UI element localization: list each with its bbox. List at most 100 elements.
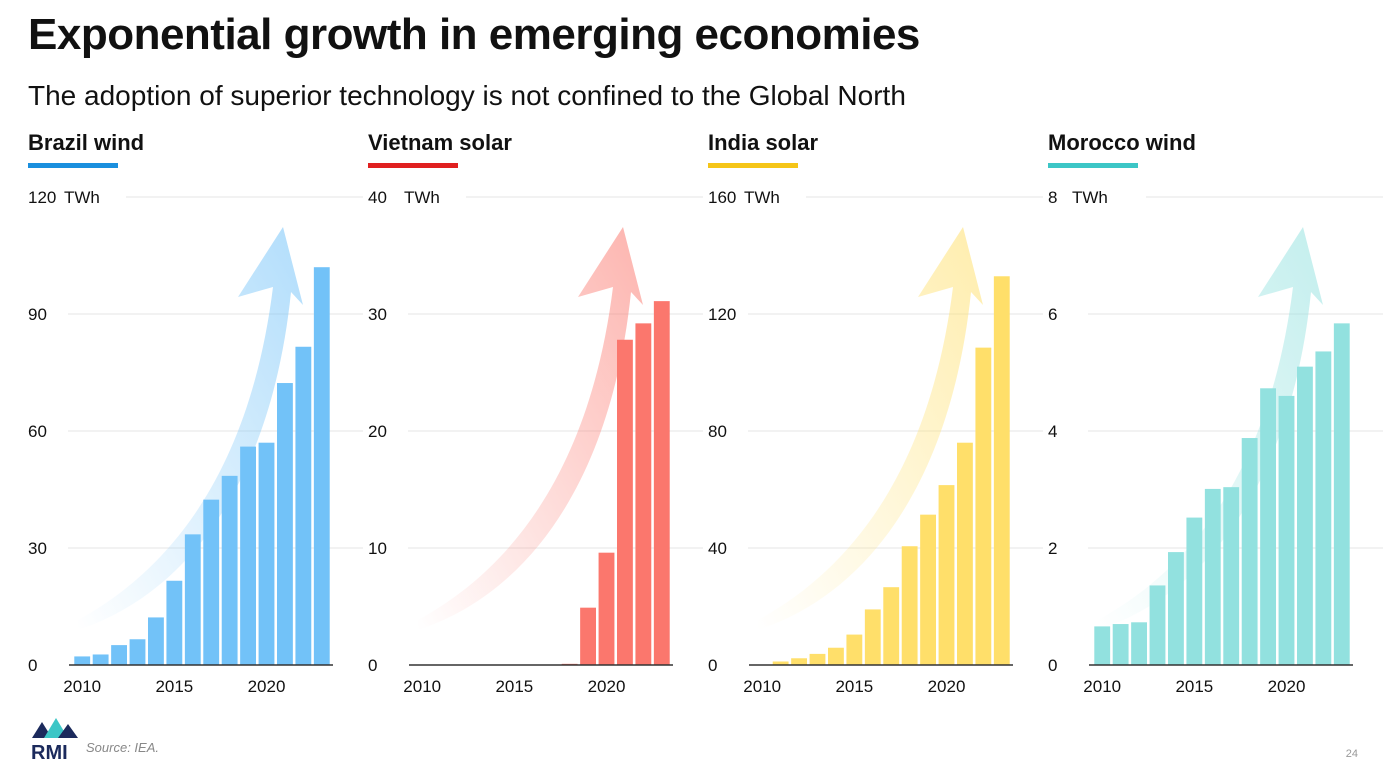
y-tick-label: 30 [28, 539, 47, 558]
bar-2018 [1241, 438, 1258, 665]
bar-2021 [957, 442, 973, 665]
y-tick-label: 20 [368, 422, 387, 441]
growth-arrow [418, 227, 643, 630]
x-tick-label: 2020 [1268, 677, 1306, 696]
y-unit-label: TWh [64, 188, 100, 207]
bar-2021 [617, 339, 633, 665]
x-tick-label: 2020 [928, 677, 966, 696]
chart-title-underline [368, 163, 458, 168]
bar-2020 [938, 485, 955, 665]
y-tick-label: 40 [368, 188, 387, 207]
y-unit-label: TWh [744, 188, 780, 207]
bar-2019 [1260, 388, 1276, 665]
y-tick-label: 60 [28, 422, 47, 441]
bar-2011 [92, 654, 109, 665]
y-tick-label: 0 [368, 656, 377, 675]
x-tick-label: 2010 [743, 677, 781, 696]
bar-2023 [993, 276, 1010, 665]
bar-2014 [828, 647, 844, 665]
y-tick-label: 4 [1048, 422, 1057, 441]
bar-2020 [1278, 395, 1295, 665]
bar-2014 [1168, 552, 1184, 665]
bar-2011 [1112, 624, 1129, 665]
x-tick-label: 2020 [248, 677, 286, 696]
x-tick-label: 2015 [835, 677, 873, 696]
page-title: Exponential growth in emerging economies [28, 10, 920, 59]
bar-2019 [580, 607, 596, 665]
chart-title: Morocco wind [1048, 130, 1196, 155]
bar-2023 [313, 267, 330, 665]
y-tick-label: 30 [368, 305, 387, 324]
chart-panel-brazil-wind: Brazil wind 0 30 60 90 120 TWh 2010 2015 2020 [28, 128, 368, 708]
bar-2022 [635, 323, 652, 665]
bar-2014 [148, 617, 164, 665]
bar-2010 [1094, 626, 1111, 665]
chart-title: Vietnam solar [368, 130, 512, 155]
bar-2013 [129, 639, 146, 665]
bar-2017 [203, 499, 220, 665]
bar-2016 [864, 609, 881, 665]
x-tick-label: 2015 [495, 677, 533, 696]
bar-2012 [1131, 622, 1147, 665]
chart-panel-vietnam-solar: Vietnam solar 0 10 20 30 40 TWh 2010 2015 2020 [368, 128, 708, 708]
y-tick-label: 120 [28, 188, 56, 207]
y-tick-label: 120 [708, 305, 736, 324]
growth-arrow [758, 227, 983, 630]
bar-2018 [221, 475, 238, 665]
bar-2010 [74, 656, 91, 665]
bar-2011 [772, 661, 789, 665]
bar-2022 [295, 346, 312, 665]
y-tick-label: 0 [28, 656, 37, 675]
source-note: Source: IEA. [86, 740, 159, 755]
x-tick-label: 2015 [1175, 677, 1213, 696]
x-tick-label: 2010 [403, 677, 441, 696]
bar-2021 [1297, 366, 1313, 665]
y-tick-label: 0 [708, 656, 717, 675]
bar-2022 [1315, 351, 1332, 665]
y-tick-label: 0 [1048, 656, 1057, 675]
bar-2017 [1223, 487, 1240, 665]
y-tick-label: 160 [708, 188, 736, 207]
bar-2020 [598, 552, 615, 665]
chart-title-underline [1048, 163, 1138, 168]
logo-text: RMI [31, 742, 68, 762]
y-tick-label: 90 [28, 305, 47, 324]
y-tick-label: 10 [368, 539, 387, 558]
chart-panel-morocco-wind: Morocco wind 0 2 4 6 8 TWh 2010 2015 2020 [1048, 128, 1384, 708]
y-tick-label: 2 [1048, 539, 1057, 558]
rmi-logo: RMI [31, 718, 78, 762]
bar-2012 [791, 658, 807, 665]
chart-svg: 0 10 20 30 40 TWh 2010 2015 2020 [368, 188, 703, 696]
chart-title: Brazil wind [28, 130, 145, 155]
x-tick-label: 2010 [1083, 677, 1121, 696]
page-subtitle: The adoption of superior technology is n… [28, 80, 906, 111]
y-tick-label: 6 [1048, 305, 1057, 324]
bar-2017 [883, 587, 900, 665]
chart-svg: 0 40 80 120 160 TWh 2010 2015 2020 [708, 188, 1043, 696]
logo-peak-right [58, 724, 78, 738]
y-unit-label: TWh [404, 188, 440, 207]
bar-2020 [258, 442, 275, 665]
bar-2015 [1186, 517, 1203, 665]
bar-2019 [240, 446, 256, 665]
chart-svg: 0 2 4 6 8 TWh 2010 2015 2020 [1048, 188, 1383, 696]
bar-2023 [1333, 323, 1350, 665]
bar-2015 [166, 580, 183, 665]
bar-2012 [111, 645, 127, 665]
y-unit-label: TWh [1072, 188, 1108, 207]
bar-2019 [920, 514, 936, 665]
bar-2016 [184, 534, 201, 665]
bar-2021 [277, 383, 293, 665]
bar-2018 [901, 546, 918, 665]
bar-2023 [653, 301, 670, 665]
chart-title-underline [708, 163, 798, 168]
x-tick-label: 2015 [155, 677, 193, 696]
bar-2013 [809, 653, 826, 665]
x-tick-label: 2020 [588, 677, 626, 696]
y-tick-label: 40 [708, 539, 727, 558]
chart-svg: 0 30 60 90 120 TWh 2010 2015 2020 [28, 188, 363, 696]
y-tick-label: 8 [1048, 188, 1057, 207]
bar-2022 [975, 347, 992, 665]
bar-2016 [1204, 488, 1221, 665]
y-tick-label: 80 [708, 422, 727, 441]
